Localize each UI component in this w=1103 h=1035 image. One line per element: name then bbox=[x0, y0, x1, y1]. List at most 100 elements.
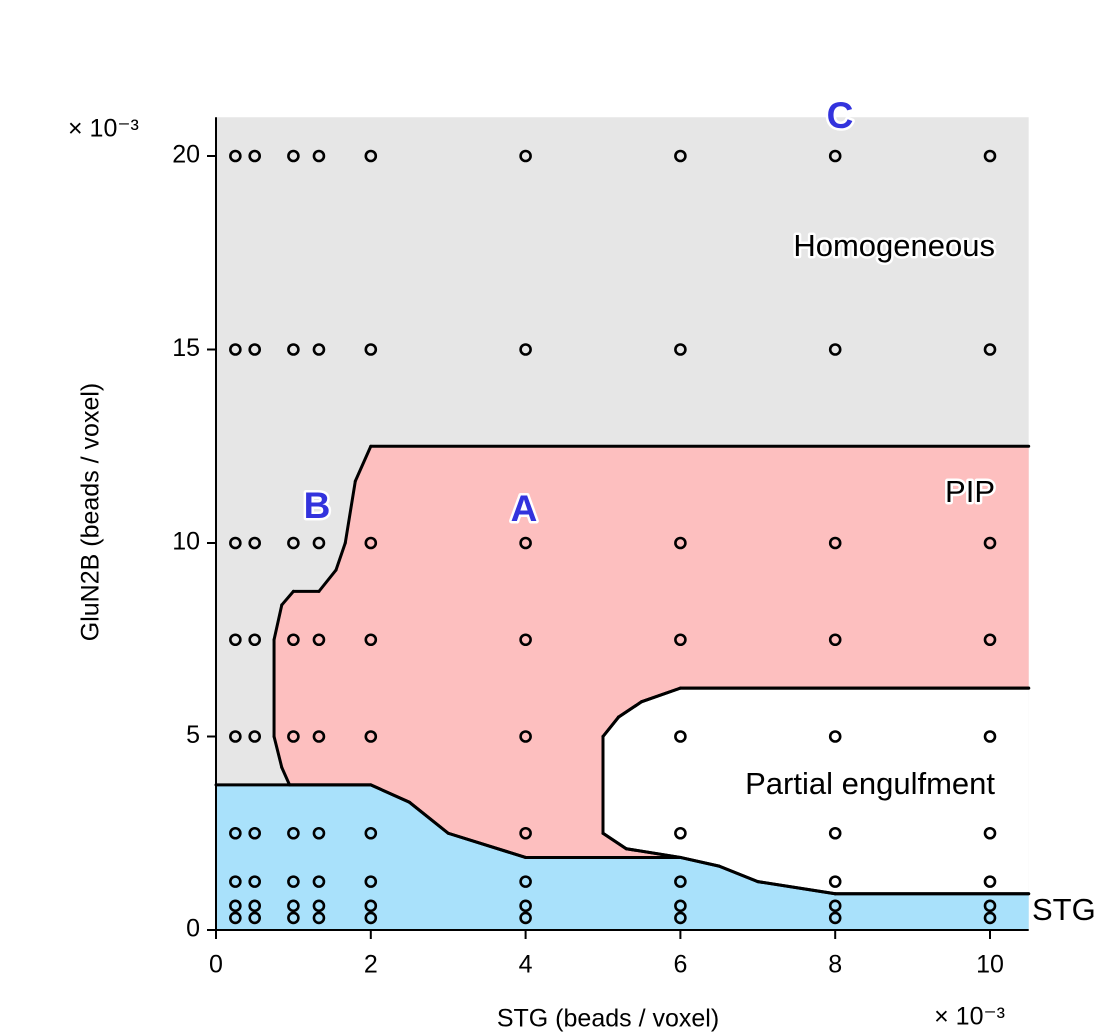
region bbox=[603, 688, 1029, 894]
simulation-point bbox=[229, 826, 242, 840]
phase-boundary bbox=[369, 783, 411, 804]
phase-boundary bbox=[601, 831, 628, 851]
simulation-point bbox=[248, 149, 261, 163]
simulation-point bbox=[364, 149, 378, 163]
phase-boundary bbox=[280, 589, 295, 607]
y-tick-label: 10 bbox=[172, 528, 200, 556]
simulation-point bbox=[983, 911, 997, 925]
phase-boundary bbox=[334, 541, 347, 572]
simulation-point bbox=[248, 633, 261, 647]
simulation-point bbox=[229, 730, 242, 743]
boundaries bbox=[214, 444, 1031, 896]
phase-boundary bbox=[717, 864, 760, 884]
simulation-point bbox=[364, 343, 378, 356]
simulation-point bbox=[229, 536, 242, 550]
y-tick-label: 15 bbox=[172, 334, 200, 362]
region-label: Partial engulfment bbox=[745, 766, 995, 801]
x-axis-label: STG (beads / voxel) bbox=[497, 1005, 719, 1033]
simulation-point bbox=[828, 826, 842, 840]
simulation-point bbox=[364, 875, 378, 888]
simulation-point bbox=[519, 343, 532, 356]
simulation-point bbox=[229, 911, 242, 925]
y-axis-label: GluN2B (beads / voxel) bbox=[77, 383, 105, 641]
simulation-point bbox=[674, 633, 687, 647]
simulation-point bbox=[983, 730, 997, 743]
simulation-point bbox=[519, 911, 532, 925]
regions bbox=[216, 117, 1029, 931]
y-tick-label: 0 bbox=[186, 915, 200, 943]
simulation-point bbox=[287, 730, 300, 743]
simulation-point bbox=[229, 633, 242, 647]
simulation-point bbox=[364, 633, 378, 647]
phase-boundary bbox=[317, 568, 338, 593]
simulation-point bbox=[983, 343, 997, 356]
phase-boundary bbox=[640, 686, 682, 704]
simulation-point bbox=[519, 899, 532, 913]
simulation-point bbox=[248, 899, 261, 913]
phase-boundary bbox=[616, 700, 644, 719]
simulation-point bbox=[229, 899, 242, 913]
phase-boundary bbox=[280, 765, 292, 787]
simulation-point bbox=[828, 899, 842, 913]
y-tick-label: 5 bbox=[186, 721, 200, 749]
simulation-point bbox=[519, 536, 532, 550]
region-label: Homogeneous bbox=[793, 228, 995, 263]
simulation-point bbox=[983, 826, 997, 840]
simulation-point bbox=[828, 875, 842, 888]
phase-boundary bbox=[408, 800, 450, 835]
simulation-point bbox=[364, 911, 378, 925]
region bbox=[274, 446, 1029, 858]
x-tick-label: 6 bbox=[673, 951, 687, 979]
simulation-point bbox=[828, 343, 842, 356]
simulation-point bbox=[312, 343, 326, 356]
phase-boundary bbox=[353, 444, 373, 483]
points bbox=[229, 149, 997, 925]
simulation-point bbox=[312, 633, 326, 647]
simulation-point bbox=[828, 633, 842, 647]
simulation-point bbox=[364, 899, 378, 913]
simulation-point bbox=[287, 875, 300, 888]
region-label: PIP bbox=[945, 474, 995, 509]
simulation-point bbox=[519, 826, 532, 840]
simulation-point bbox=[674, 343, 687, 356]
y-tick-label: 20 bbox=[172, 141, 200, 169]
simulation-point bbox=[983, 899, 997, 913]
simulation-point bbox=[248, 536, 261, 550]
phase-boundary bbox=[446, 831, 528, 859]
simulation-point bbox=[674, 730, 687, 743]
x-offset-text: × 10⁻³ bbox=[934, 1003, 1005, 1031]
simulation-point bbox=[248, 875, 261, 888]
phase-boundary bbox=[678, 855, 721, 868]
x-tick-label: 0 bbox=[209, 951, 223, 979]
simulation-point bbox=[983, 875, 997, 888]
simulation-point bbox=[519, 633, 532, 647]
simulation-point bbox=[312, 911, 326, 925]
simulation-point bbox=[674, 911, 687, 925]
simulation-point bbox=[519, 730, 532, 743]
annotation: B bbox=[304, 485, 331, 526]
simulation-point bbox=[519, 149, 532, 163]
simulation-point bbox=[364, 536, 378, 550]
x-tick-label: 2 bbox=[364, 951, 378, 979]
labels: STG (beads / voxel) GluN2B (beads / voxe… bbox=[68, 92, 1098, 1033]
simulation-point bbox=[364, 826, 378, 840]
simulation-point bbox=[229, 149, 242, 163]
phase-boundary bbox=[756, 880, 837, 896]
simulation-point bbox=[287, 633, 300, 647]
simulation-point bbox=[248, 730, 261, 743]
simulation-point bbox=[519, 875, 532, 888]
simulation-point bbox=[828, 730, 842, 743]
simulation-point bbox=[312, 875, 326, 888]
simulation-point bbox=[287, 149, 300, 163]
simulation-point bbox=[828, 149, 842, 163]
simulation-point bbox=[287, 911, 300, 925]
simulation-point bbox=[983, 633, 997, 647]
simulation-point bbox=[312, 899, 326, 913]
simulation-point bbox=[248, 826, 261, 840]
simulation-point bbox=[983, 536, 997, 550]
x-tick-label: 10 bbox=[976, 951, 1004, 979]
simulation-point bbox=[674, 875, 687, 888]
phase-boundary bbox=[272, 735, 284, 769]
phase-boundary bbox=[272, 603, 284, 642]
